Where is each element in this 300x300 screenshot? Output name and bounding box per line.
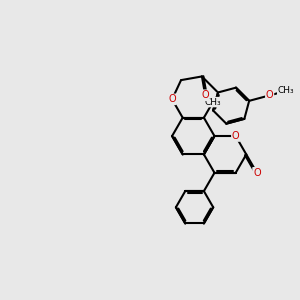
Text: O: O (168, 94, 176, 104)
Text: O: O (232, 131, 239, 141)
Text: O: O (266, 90, 274, 100)
Text: O: O (201, 90, 209, 100)
Text: CH₃: CH₃ (278, 86, 294, 95)
Text: CH₃: CH₃ (205, 98, 221, 106)
Text: O: O (253, 168, 261, 178)
